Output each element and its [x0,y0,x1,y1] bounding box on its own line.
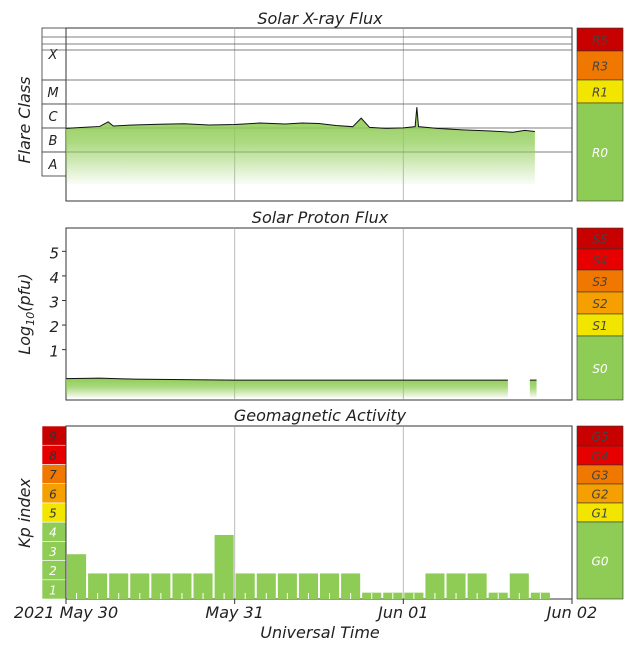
kp-bar [193,573,213,599]
x-tick-label: Jun 01 [375,603,428,622]
kp-bar [214,534,234,599]
kp-bar [425,573,445,599]
kp-scale-label: 8 [49,449,57,463]
kp-bar [320,573,340,599]
scale-label: G1 [592,507,609,521]
xray-flux-fill [66,107,535,184]
kp-title: Geomagnetic Activity [234,406,407,425]
scale-label: S3 [592,275,607,289]
proton-ytick-label: 2 [49,318,59,336]
proton-flux-fill [66,378,508,398]
proton-flux-line [65,377,508,381]
scale-label: R3 [592,60,608,74]
kp-bar [130,573,150,599]
geomagnetic-storm-scale: G5 G4 G3 G2 G1 G0 [576,425,624,600]
kp-bar [172,573,192,599]
scale-label: S0 [592,362,608,376]
scale-cell [576,521,624,600]
flare-class-label: X [48,48,59,63]
proton-ylabel: Log10(pfu) [15,273,37,354]
kp-bar [235,573,255,599]
kp-bar [341,573,361,599]
scale-label: G4 [592,450,609,464]
kp-scale-label: 9 [49,430,57,444]
scale-label: S1 [592,319,607,333]
scale-label: S2 [592,297,607,311]
kp-bar [277,573,297,599]
scale-label: R5 [592,34,608,48]
xray-flux-line [65,107,535,133]
radio-blackout-scale: R5 R3 R1 R0 [576,27,624,202]
kp-bar [298,573,318,599]
kp-scale-label: 7 [49,468,57,482]
scale-label: R1 [592,86,608,100]
proton-ytick-label: 1 [49,343,59,361]
scale-cell [576,335,624,401]
kp-plot-area [65,425,573,600]
kp-scale-label: 2 [49,564,57,578]
scale-label: G0 [592,555,609,569]
kp-scale-label: 5 [49,507,57,521]
kp-bar [256,573,276,599]
proton-ytick-label: 5 [49,244,59,262]
xray-ylabel: Flare Class [15,76,34,163]
scale-label: G2 [592,488,609,502]
radiation-storm-scale: S5 S4 S3 S2 S1 S0 [576,227,624,401]
kp-bar [88,573,108,599]
proton-title: Solar Proton Flux [252,208,389,227]
flare-class-label: B [49,134,58,149]
kp-scale-label: 4 [49,526,57,540]
kp-bar [446,573,466,599]
xray-title: Solar X-ray Flux [257,9,383,28]
scale-cell [576,50,624,81]
proton-ytick-label: 3 [49,293,59,311]
xray-flux-area [65,107,535,184]
scale-cell [576,102,624,202]
kp-bar [467,573,487,599]
x-tick-label: Jun 02 [544,603,597,622]
kp-scale: 1 2 3 4 5 6 7 8 9 [41,425,67,600]
proton-yticks: 1 2 3 4 5 [49,244,66,361]
proton-ytick-label: 4 [49,269,59,287]
flare-class-label: A [48,158,58,173]
flare-class-cell [41,151,67,177]
kp-bar [109,573,129,599]
kp-grid [234,427,404,598]
kp-bar [509,573,529,599]
proton-flux-tail-fill [529,380,537,398]
kp-bar [67,554,87,599]
flare-class-label: C [48,110,58,125]
x-tick-label: May 31 [205,603,264,622]
x-axis-label: Universal Time [260,623,380,642]
kp-scale-label: 6 [49,487,57,501]
scale-label: S5 [592,233,607,247]
kp-bars [67,534,550,599]
x-tick-label: 2021 May 30 [14,603,118,622]
proton-grid [234,229,404,399]
scale-label: R0 [592,146,608,160]
proton-plot-area [65,227,573,401]
proton-flux-area [65,377,537,398]
time-axis-ticks: 2021 May 30 May 31 Jun 01 Jun 02 [14,599,597,622]
scale-label: S4 [592,254,607,268]
scale-label: G5 [592,430,609,444]
kp-bar [151,573,171,599]
kp-scale-label: 1 [49,583,57,597]
flare-class-label: M [47,86,58,101]
scale-label: G3 [592,469,609,483]
kp-ylabel: Kp index [15,478,34,548]
kp-scale-label: 3 [49,545,57,559]
